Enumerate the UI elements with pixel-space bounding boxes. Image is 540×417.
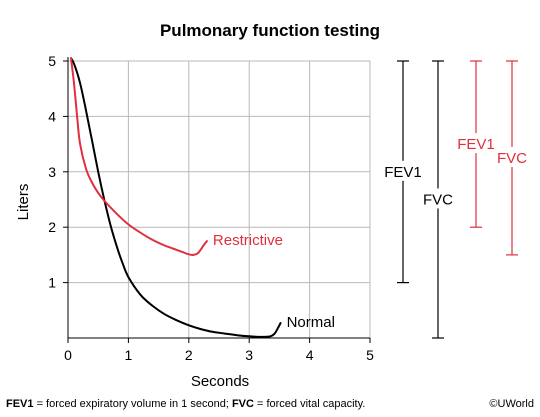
y-tick-label: 2 (48, 219, 56, 235)
chart-title: Pulmonary function testing (160, 21, 380, 40)
y-tick-label: 5 (48, 53, 56, 69)
bracket-label-fvc-normal: FVC (423, 192, 453, 209)
bracket-label-fev1-restrictive: FEV1 (457, 136, 495, 153)
y-tick-label: 1 (48, 275, 56, 291)
series-label-restrictive: Restrictive (213, 232, 283, 249)
axes (68, 57, 370, 338)
footnote-fev1-term: FEV1 (6, 398, 34, 410)
y-ticks: 1 2 3 4 5 (48, 53, 68, 291)
footnote-fev1-definition: = forced expiratory volume in 1 second; (34, 398, 232, 410)
footnote-fvc-definition: = forced vital capacity. (254, 398, 365, 410)
y-tick-label: 3 (48, 164, 56, 180)
x-tick-label: 0 (64, 347, 72, 363)
y-tick-label: 4 (48, 108, 56, 124)
brand-logo: ©UWorld (489, 398, 534, 410)
bracket-label-fev1-normal: FEV1 (384, 164, 422, 181)
series-lines: Normal Restrictive (71, 58, 335, 337)
x-tick-label: 2 (185, 347, 193, 363)
x-axis-label: Seconds (191, 373, 249, 390)
y-axis-label: Liters (15, 184, 32, 221)
footnote: FEV1 = forced expiratory volume in 1 sec… (6, 398, 365, 410)
series-line-restrictive (71, 58, 207, 255)
bracket-label-fvc-restrictive: FVC (497, 150, 527, 167)
x-tick-label: 5 (366, 347, 374, 363)
x-tick-label: 1 (125, 347, 133, 363)
footnote-fvc-term: FVC (232, 398, 254, 410)
series-label-normal: Normal (287, 314, 335, 331)
x-tick-label: 4 (306, 347, 314, 363)
grid (68, 61, 370, 338)
x-tick-label: 3 (245, 347, 253, 363)
x-ticks: 0 1 2 3 4 5 (64, 338, 374, 363)
